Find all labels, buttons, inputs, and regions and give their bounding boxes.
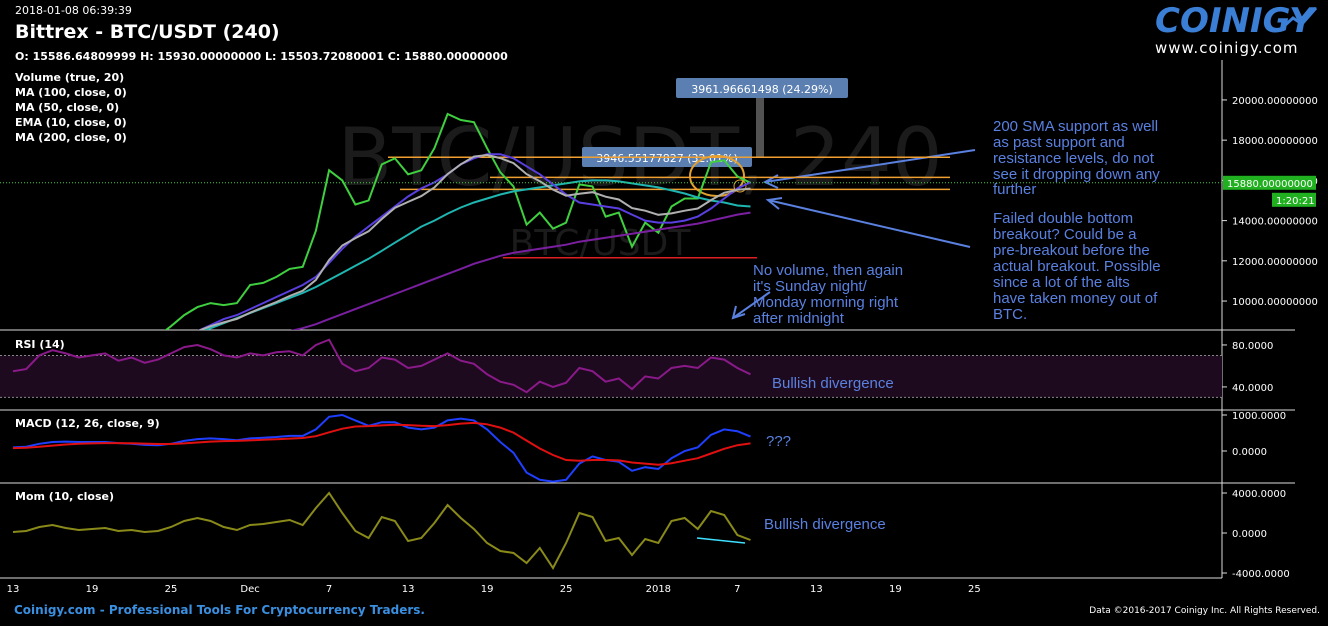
- circle: [733, 179, 747, 193]
- logo-url: www.coinigy.com: [1155, 39, 1299, 57]
- x-tick-label: 19: [889, 584, 902, 595]
- x-tick-label: 13: [402, 584, 415, 595]
- y-tick-label: 14000.00000000: [1232, 217, 1318, 228]
- x-tick-label: 19: [86, 584, 99, 595]
- plot-layer: BTC/USDT, 240 BTC/USDT: [337, 111, 942, 264]
- y-tick-label: 10000.00000000: [1232, 297, 1318, 308]
- note: have taken money out of: [993, 290, 1158, 307]
- note: after midnight: [753, 310, 845, 327]
- y-tick-label: 0.0000: [1232, 447, 1267, 458]
- last-price-label: 15880.00000000: [1227, 179, 1313, 190]
- x-tick-label: 2018: [646, 584, 671, 595]
- note: actual breakout. Possible: [993, 258, 1161, 275]
- series-line: [197, 153, 751, 330]
- panel: [0, 338, 1222, 398]
- panel-title: MACD (12, 26, close, 9): [15, 417, 160, 430]
- x-tick-label: 7: [734, 584, 740, 595]
- note: BTC.: [993, 306, 1027, 323]
- note: it's Sunday night/: [753, 278, 868, 295]
- note: Monday morning right: [753, 294, 899, 311]
- note: Bullish divergence: [764, 516, 886, 533]
- note: further: [993, 181, 1036, 198]
- logo: COINIGY: [1155, 1, 1317, 41]
- legend-entry: MA (50, close, 0): [15, 101, 119, 114]
- footer: Coinigy.com - Professional Tools For Cry…: [14, 603, 425, 617]
- series-line: [12, 491, 751, 570]
- legend-entry: MA (200, close, 0): [15, 131, 127, 144]
- y-tick-label: 4000.0000: [1232, 489, 1286, 500]
- title: Bittrex - BTC/USDT (240): [15, 21, 280, 43]
- note: resistance levels, do not: [993, 150, 1155, 167]
- panel-title: RSI (14): [15, 338, 65, 351]
- x-tick-label: 25: [560, 584, 573, 595]
- y-tick-label: 20000.00000000: [1232, 96, 1318, 107]
- note: as past support and: [993, 134, 1125, 151]
- note: pre-breakout before the: [993, 242, 1150, 259]
- x-tick-label: 13: [810, 584, 823, 595]
- legend-entry: EMA (10, close, 0): [15, 116, 127, 129]
- legend-entry: MA (100, close, 0): [15, 86, 127, 99]
- series-line: [290, 211, 751, 330]
- note: see it dropping down any: [993, 166, 1160, 183]
- series-line: [12, 338, 751, 394]
- y-tick-label: 80.0000: [1232, 341, 1273, 352]
- note: 200 SMA support as well: [993, 118, 1158, 135]
- legend-entry: Volume (true, 20): [15, 71, 124, 84]
- note: since a lot of the alts: [993, 274, 1130, 291]
- timestamp: 2018-01-08 06:39:39: [15, 4, 132, 17]
- series-line: [12, 421, 751, 466]
- x-tick-label: Dec: [240, 584, 259, 595]
- y-tick-label: 40.0000: [1232, 383, 1273, 394]
- x-tick-label: 25: [165, 584, 178, 595]
- y-tick-label: 1000.0000: [1232, 411, 1286, 422]
- countdown: 1:20:21: [1276, 196, 1315, 207]
- panel: [12, 413, 751, 483]
- rsi-band: [0, 355, 1222, 398]
- ohlc: O: 15586.64809999 H: 15930.00000000 L: 1…: [15, 50, 508, 63]
- x-tick-label: 7: [326, 584, 332, 595]
- measure-label: 3961.96661498 (24.29%): [691, 83, 833, 96]
- divergence-line: [696, 537, 746, 544]
- logo-icon: [1280, 7, 1318, 30]
- panel: [12, 491, 751, 570]
- countdown-box: [1272, 192, 1316, 207]
- panel: [0, 112, 1222, 330]
- x-tick-label: 19: [481, 584, 494, 595]
- measure-label: 3946.55177827 (32.01%): [596, 152, 738, 165]
- notes: 200 SMA support as well as past support …: [753, 118, 1161, 533]
- note: No volume, then again: [753, 262, 903, 279]
- y-tick-label: -4000.0000: [1232, 569, 1290, 580]
- y-tick-label: 18000.00000000: [1232, 136, 1318, 147]
- x-tick-label: 13: [7, 584, 20, 595]
- note: breakout? Could be a: [993, 226, 1137, 243]
- measure-bar: [756, 98, 764, 158]
- note: Failed double bottom: [993, 210, 1133, 227]
- measure-box: [676, 78, 848, 98]
- panel-title: Mom (10, close): [15, 490, 114, 503]
- y-tick-label: 12000.00000000: [1232, 257, 1318, 268]
- footer: Data ©2016-2017 Coinigy Inc. All Rights …: [1089, 606, 1320, 616]
- note: ???: [766, 433, 791, 450]
- last-price-box: [1223, 175, 1316, 190]
- x-tick-label: 25: [968, 584, 981, 595]
- note: Bullish divergence: [772, 375, 894, 392]
- series-line: [197, 153, 751, 330]
- y-tick-label: 0.0000: [1232, 529, 1267, 540]
